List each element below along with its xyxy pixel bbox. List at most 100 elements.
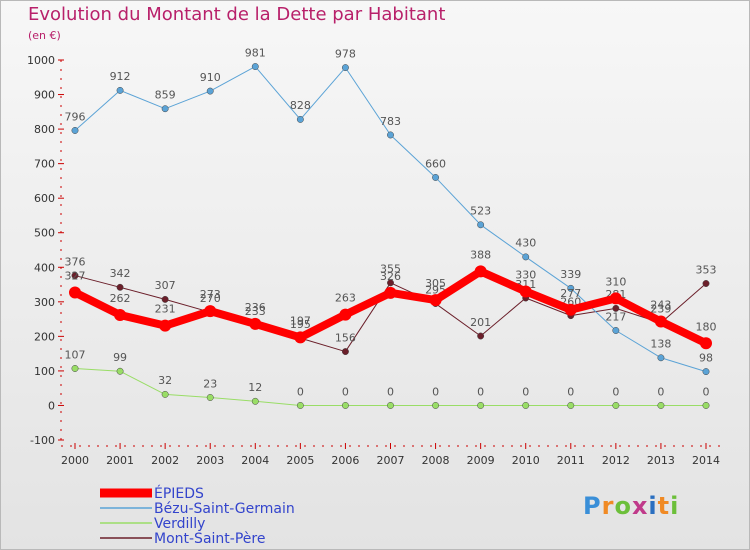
data-label-bezu-saint-germain: 912	[110, 70, 131, 83]
data-label-mont-saint-pere: 355	[380, 263, 401, 276]
data-label-bezu-saint-germain: 138	[650, 338, 671, 351]
data-label-bezu-saint-germain: 981	[245, 46, 266, 59]
point-epieds	[204, 305, 217, 318]
point-epieds	[69, 286, 81, 299]
chart-title: Evolution du Montant de la Dette par Hab…	[28, 4, 446, 25]
data-label-mont-saint-pere: 201	[470, 316, 491, 329]
x-tick-label: 2005	[286, 454, 314, 467]
data-label-verdilly: 32	[158, 374, 172, 387]
data-label-mont-saint-pere: 376	[65, 255, 86, 268]
data-label-verdilly: 107	[65, 348, 86, 361]
data-label-verdilly: 0	[342, 385, 349, 398]
point-epieds	[519, 285, 532, 298]
legend-label: Bézu-Saint-Germain	[154, 501, 295, 517]
point-bezu-saint-germain	[71, 127, 79, 134]
data-label-bezu-saint-germain: 910	[200, 71, 221, 84]
legend-label: ÉPIEDS	[154, 485, 204, 502]
data-label-bezu-saint-germain: 859	[155, 89, 176, 102]
point-bezu-saint-germain	[477, 221, 485, 229]
data-label-verdilly: 0	[387, 385, 394, 398]
y-tick-label: 600	[34, 192, 55, 205]
point-verdilly	[612, 402, 620, 409]
point-bezu-saint-germain	[206, 87, 214, 95]
point-epieds	[294, 331, 307, 344]
point-verdilly	[387, 402, 394, 409]
data-label-epieds: 305	[425, 277, 446, 290]
x-tick-label: 2008	[422, 454, 450, 467]
point-epieds	[429, 294, 442, 307]
data-label-mont-saint-pere: 195	[290, 318, 311, 331]
point-epieds	[114, 308, 127, 321]
data-label-epieds: 197	[290, 314, 311, 327]
data-label-epieds: 273	[200, 288, 221, 301]
point-verdilly	[206, 394, 214, 401]
point-bezu-saint-germain	[567, 284, 575, 292]
point-bezu-saint-germain	[387, 131, 394, 139]
y-tick-label: -100	[30, 434, 55, 447]
x-tick-label: 2013	[647, 454, 675, 467]
point-verdilly	[296, 402, 304, 409]
x-tick-label: 2003	[196, 454, 224, 467]
y-tick-label: 900	[34, 89, 55, 102]
data-label-epieds: 327	[65, 269, 86, 282]
point-mont-saint-pere	[477, 332, 485, 340]
point-bezu-saint-germain	[296, 115, 304, 123]
data-label-bezu-saint-germain: 339	[560, 268, 581, 281]
data-label-bezu-saint-germain: 783	[380, 115, 401, 128]
point-verdilly	[702, 402, 710, 409]
point-bezu-saint-germain	[432, 174, 440, 181]
point-mont-saint-pere	[71, 272, 79, 280]
data-label-epieds: 330	[515, 268, 536, 281]
data-label-verdilly: 0	[297, 385, 304, 398]
data-label-epieds: 326	[380, 270, 401, 283]
data-label-mont-saint-pere: 307	[155, 279, 176, 292]
point-bezu-saint-germain	[702, 368, 710, 376]
data-label-mont-saint-pere: 233	[245, 305, 266, 318]
data-label-bezu-saint-germain: 978	[335, 47, 356, 60]
x-tick-label: 2009	[467, 454, 495, 467]
point-epieds	[609, 292, 622, 305]
data-label-verdilly: 0	[432, 385, 439, 398]
data-label-bezu-saint-germain: 217	[605, 310, 626, 323]
point-epieds	[654, 315, 667, 328]
point-epieds	[384, 286, 397, 299]
point-verdilly	[432, 402, 440, 409]
data-label-bezu-saint-germain: 660	[425, 157, 446, 170]
data-label-epieds: 231	[155, 303, 176, 316]
point-mont-saint-pere	[116, 283, 124, 291]
point-mont-saint-pere	[702, 280, 710, 287]
y-tick-label: 300	[34, 296, 55, 309]
x-tick-label: 2001	[106, 454, 134, 467]
point-verdilly	[116, 367, 124, 375]
y-tick-label: 1000	[27, 54, 55, 67]
x-tick-label: 2006	[331, 454, 359, 467]
point-mont-saint-pere	[341, 348, 349, 356]
point-epieds	[159, 319, 172, 332]
data-label-verdilly: 0	[703, 385, 710, 398]
point-mont-saint-pere	[387, 279, 394, 287]
data-label-verdilly: 0	[567, 385, 574, 398]
y-tick-label: 400	[34, 261, 55, 274]
data-label-mont-saint-pere: 156	[335, 331, 356, 344]
data-label-verdilly: 0	[477, 385, 484, 398]
point-verdilly	[477, 402, 485, 409]
x-tick-label: 2004	[241, 454, 269, 467]
data-label-verdilly: 12	[248, 381, 262, 394]
data-label-verdilly: 0	[522, 385, 529, 398]
data-label-epieds: 388	[470, 248, 491, 261]
data-label-epieds: 243	[650, 299, 671, 312]
data-label-bezu-saint-germain: 523	[470, 205, 491, 218]
point-bezu-saint-germain	[116, 86, 124, 94]
point-epieds	[249, 317, 262, 330]
data-label-epieds: 180	[696, 320, 717, 333]
point-bezu-saint-germain	[612, 327, 620, 334]
point-bezu-saint-germain	[341, 64, 349, 72]
data-label-bezu-saint-germain: 796	[65, 110, 86, 123]
data-label-mont-saint-pere: 353	[696, 263, 717, 276]
legend-label: Verdilly	[154, 516, 205, 532]
point-epieds	[564, 303, 577, 316]
point-epieds	[700, 337, 712, 350]
point-bezu-saint-germain	[161, 105, 169, 113]
